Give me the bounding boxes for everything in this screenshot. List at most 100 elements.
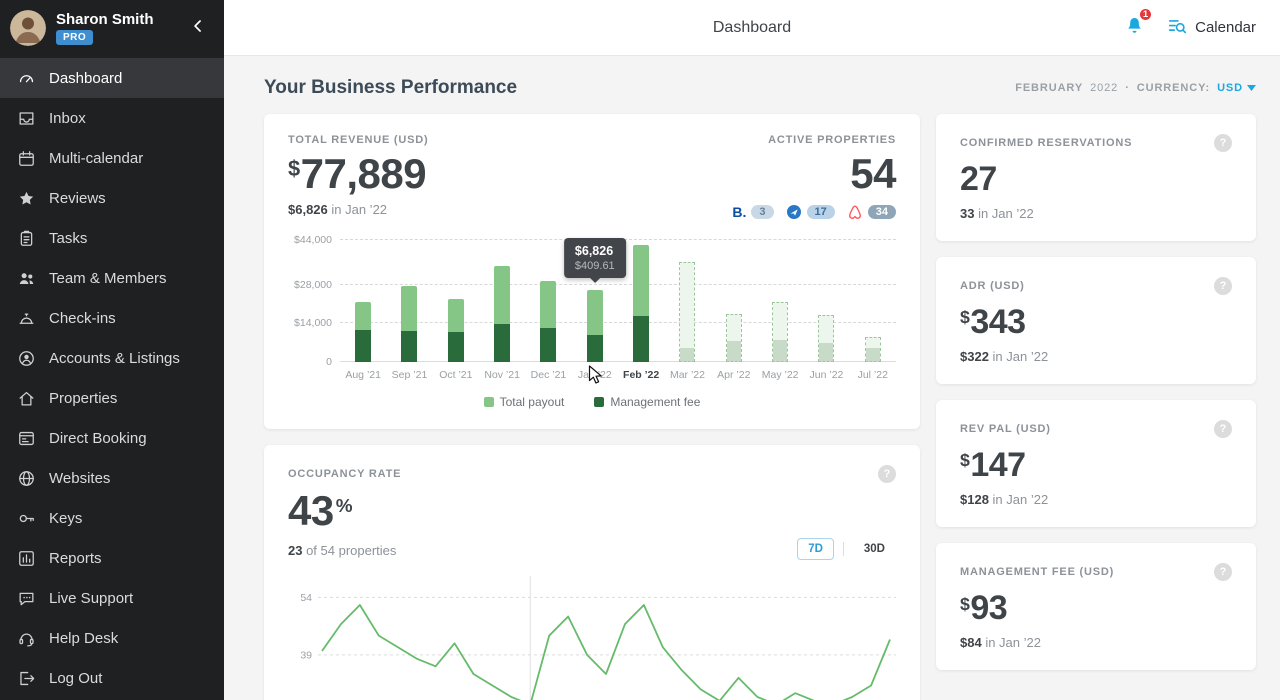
sidebar-item-label: Reports [49,549,102,567]
sidebar-item-keys[interactable]: Keys [0,498,224,538]
sidebar-item-reports[interactable]: Reports [0,538,224,578]
channel-count-badge: 3 [751,205,774,220]
chevron-down-icon [1247,82,1256,94]
occupancy-label: OCCUPANCY RATE [288,468,402,481]
active-properties-value: 54 [850,150,896,197]
sidebar-item-label: Help Desk [49,629,119,647]
headset-icon [17,629,36,648]
sidebar-item-label: Log Out [49,669,103,687]
house-icon [17,389,36,408]
x-axis-tick: Feb ’22 [623,369,660,382]
revenue-bar-chart: $44,000 $28,000 $14,000 0 $6,826 $409.61 Aug … [288,234,896,381]
sidebar-item-label: Reviews [49,189,106,207]
help-icon[interactable]: ? [1214,563,1232,582]
y-axis-tick: $44,000 [294,234,332,247]
content: Your Business Performance FEBRUARY 2022 … [224,56,1280,700]
sidebar-item-websites[interactable]: Websites [0,458,224,498]
occupancy-line-chart: 54 39 26 [288,575,896,700]
bar-oct-21 [433,240,479,363]
svg-text:39: 39 [300,649,312,661]
sidebar-item-dashboard[interactable]: Dashboard [0,58,224,98]
sidebar-item-properties[interactable]: Properties [0,378,224,418]
range-divider [842,541,844,556]
user-name: Sharon Smith [56,10,154,28]
bar-mar-22 [664,240,710,363]
x-axis-tick: Jan ’22 [577,369,612,382]
stat-value: 27 [960,160,997,198]
sidebar-item-log-out[interactable]: Log Out [0,658,224,698]
bar-jul-22 [850,240,896,363]
chart-tooltip: $6,826 $409.61 [563,238,626,279]
bar-feb-22 [618,240,664,363]
channel-2: 34 [847,204,896,220]
sidebar-item-label: Accounts & Listings [49,349,180,367]
chat-icon [17,589,36,608]
stat-value: $93 [960,589,1008,628]
sidebar-item-live-support[interactable]: Live Support [0,578,224,618]
occupancy-detail: 23 of 54 properties [288,543,397,559]
period-bar: FEBRUARY 2022 · CURRENCY: USD [1015,82,1256,94]
x-axis-tick: Jun ’22 [809,369,844,382]
key-icon [17,509,36,528]
help-icon[interactable]: ? [1214,420,1232,439]
x-axis-tick: Jul ’22 [857,369,888,382]
calendar-search-icon [1166,15,1188,41]
pro-badge: PRO [56,29,94,45]
sidebar-item-direct-booking[interactable]: Direct Booking [0,418,224,458]
period-separator: · [1125,82,1130,94]
sidebar-item-reviews[interactable]: Reviews [0,178,224,218]
sidebar-item-tasks[interactable]: Tasks [0,218,224,258]
stat-card-adr-usd: ADR (USD)? $343 $322 in Jan ’22 [936,257,1256,385]
channel-0: B. 3 [732,204,774,220]
bar-aug-21 [340,240,386,363]
sidebar-collapse-button[interactable] [184,12,212,45]
star-icon [17,189,36,208]
avatar[interactable] [10,10,46,46]
sidebar-item-label: Properties [49,389,118,407]
tasks-icon [17,229,36,248]
calendar-button[interactable]: Calendar [1166,15,1256,41]
range-7d-button[interactable]: 7D [797,537,834,560]
chart-legend: Total payout Management fee [288,395,896,409]
bar-x-labels: Aug ’21 Sep ’21 Oct ’21 Nov ’21 Dec ’21 Jan ’… [340,369,896,381]
expedia-icon [786,204,802,220]
sidebar-item-label: Check-ins [49,309,116,327]
help-icon[interactable]: ? [1214,277,1232,296]
sidebar-item-accounts-listings[interactable]: Accounts & Listings [0,338,224,378]
sidebar-item-help-desk[interactable]: Help Desk [0,618,224,658]
stat-previous: $128 in Jan ’22 [960,492,1049,508]
x-axis-tick: May ’22 [761,369,799,382]
sidebar-item-team-members[interactable]: Team & Members [0,258,224,298]
bar-dec-21 [525,240,571,363]
x-axis-tick: Aug ’21 [345,369,381,382]
sidebar-item-multi-calendar[interactable]: Multi-calendar [0,138,224,178]
x-axis-tick: Oct ’21 [439,369,473,382]
sidebar-item-label: Live Support [49,589,134,607]
currency-dropdown[interactable]: USD [1217,82,1256,94]
sidebar-item-check-ins[interactable]: Check-ins [0,298,224,338]
avatar-photo [10,10,46,46]
stat-value: $343 [960,303,1026,342]
stat-previous: $84 in Jan ’22 [960,635,1041,651]
sidebar-item-label: Dashboard [49,69,123,87]
currency-label: CURRENCY: [1136,82,1211,94]
notifications-button[interactable]: 1 [1123,6,1154,42]
occupancy-value: 43% [288,487,353,535]
stat-previous: $322 in Jan ’22 [960,349,1049,365]
revenue-card: TOTAL REVENUE (USD) $77,889 $6,826 in Ja… [264,114,920,430]
globe-icon [17,469,36,488]
period-month: FEBRUARY [1015,82,1084,94]
x-axis-tick: Sep ’21 [391,369,428,382]
svg-text:26: 26 [300,699,312,700]
revenue-value: $77,889 [288,150,427,197]
y-axis-tick: $28,000 [294,278,332,291]
range-30d-button[interactable]: 30D [853,538,896,560]
x-axis-tick: Apr ’22 [717,369,751,382]
period-year: 2022 [1090,82,1119,94]
help-icon[interactable]: ? [878,465,896,484]
sidebar-item-inbox[interactable]: Inbox [0,98,224,138]
svg-text:54: 54 [300,591,312,603]
calendar-label: Calendar [1195,19,1256,36]
help-icon[interactable]: ? [1214,134,1232,152]
direct-booking-icon [17,429,36,448]
